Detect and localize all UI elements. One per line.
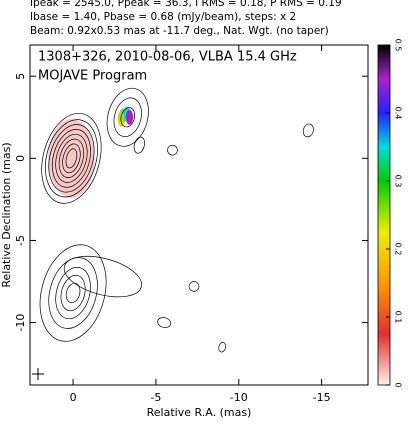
x-tick-label: -10 <box>230 391 248 404</box>
colorbar <box>377 44 391 386</box>
contour <box>188 281 200 292</box>
contour <box>157 317 172 328</box>
header-line: Beam: 0.92x0.53 mas at -11.7 deg., Nat. … <box>30 25 329 37</box>
subtitle: MOJAVE Program <box>38 69 147 84</box>
contour <box>55 133 88 183</box>
y-axis-label: Relative Declination (mas) <box>0 142 13 287</box>
contour <box>62 143 81 174</box>
plot-frame <box>29 44 369 386</box>
colorbar-tick-label: 0.2 <box>394 243 403 256</box>
colorbar-tick-label: 0.1 <box>394 311 403 324</box>
contour <box>65 282 81 304</box>
colorbar-tick-label: 0.5 <box>394 39 403 52</box>
contour <box>51 129 91 188</box>
contour <box>55 266 91 320</box>
x-tick-label: -15 <box>313 391 331 404</box>
y-tick-label: -10 <box>14 314 27 332</box>
polarization-patch <box>48 118 95 198</box>
x-axis-label: Relative R.A. (mas) <box>147 406 252 419</box>
header-line: Ibase = 1.40, Pbase = 0.68 (mJy/beam), s… <box>30 11 296 23</box>
contour <box>48 124 95 193</box>
contour <box>60 274 86 312</box>
contour <box>39 244 107 342</box>
x-tick-label: -5 <box>150 391 161 404</box>
contour <box>120 107 135 128</box>
contour <box>113 97 142 137</box>
plot-area <box>32 87 314 380</box>
polarization-patch <box>125 109 134 125</box>
beam-marker <box>32 368 44 380</box>
y-tick-label: 0 <box>14 155 27 162</box>
contour <box>48 257 98 329</box>
x-tick-label: 0 <box>70 391 77 404</box>
y-tick-label: -5 <box>14 235 27 246</box>
contour <box>218 342 226 353</box>
contour <box>41 112 102 204</box>
contour <box>167 144 178 156</box>
title: 1308+326, 2010-08-06, VLBA 15.4 GHz <box>38 50 297 65</box>
colorbar-tick-label: 0.4 <box>394 107 403 120</box>
contour <box>133 136 145 154</box>
contour <box>63 255 142 298</box>
header-line: Ipeak = 2545.0, Ppeak = 36.3, I RMS = 0.… <box>30 0 342 9</box>
contour <box>302 123 314 138</box>
y-tick-label: 5 <box>14 73 27 80</box>
colorbar-tick-label: 0 <box>394 382 403 387</box>
contour <box>65 148 78 169</box>
colorbar-tick-label: 0.3 <box>394 175 403 188</box>
contour <box>58 138 85 178</box>
contour <box>106 87 149 147</box>
contour <box>44 119 98 198</box>
